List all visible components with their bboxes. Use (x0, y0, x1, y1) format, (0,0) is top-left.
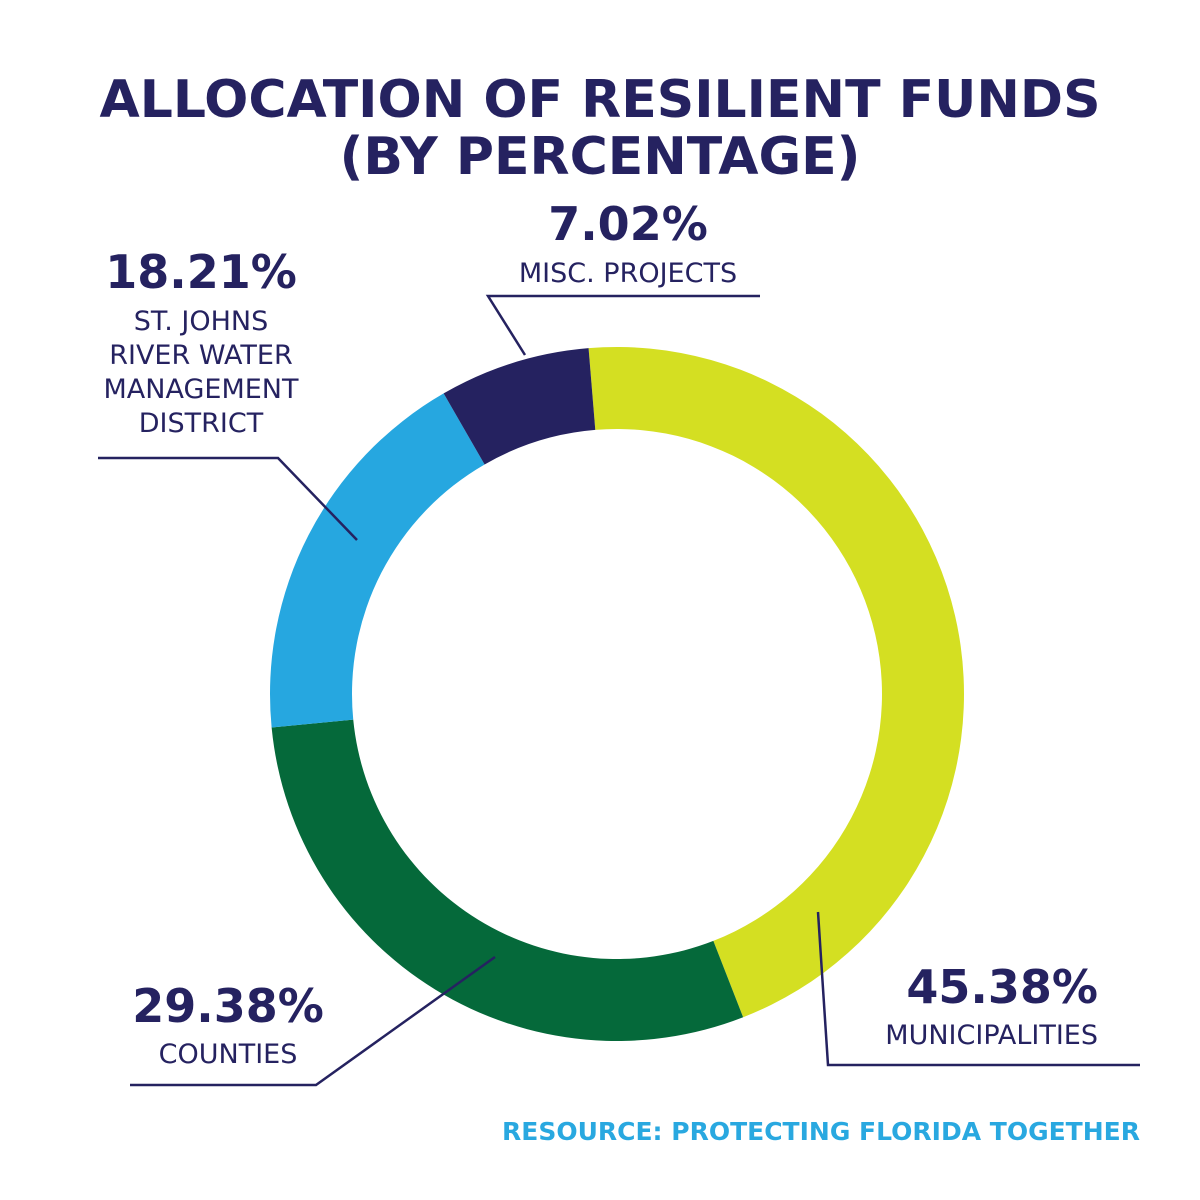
chart-title-line-1: ALLOCATION OF RESILIENT FUNDS (99, 70, 1100, 130)
donut-slice-2 (269, 393, 485, 728)
chart-title-line-2: (BY PERCENTAGE) (340, 127, 861, 187)
slice-name-label-2-line-0: ST. JOHNS (134, 306, 268, 337)
slice-name-label-2-line-3: DISTRICT (139, 408, 264, 439)
slice-name-label-2-line-2: MANAGEMENT (104, 374, 299, 405)
donut-slice-1 (271, 719, 744, 1041)
slice-name-label-1-line-0: COUNTIES (159, 1039, 298, 1070)
leader-line-0 (816, 911, 1140, 1067)
source-label: RESOURCE: PROTECTING FLORIDA TOGETHER (502, 1117, 1140, 1146)
slice-value-label-0: 45.38% (906, 960, 1098, 1014)
text-layer: ALLOCATION OF RESILIENT FUNDS (BY PERCEN… (99, 70, 1140, 1146)
donut-slice-3 (443, 348, 596, 465)
slice-name-label-0-line-0: MUNICIPALITIES (885, 1020, 1098, 1051)
donut-slice-0 (588, 347, 964, 1018)
slice-value-label-1: 29.38% (132, 979, 324, 1033)
slice-name-label-2-line-1: RIVER WATER (109, 340, 293, 371)
slice-value-label-3: 7.02% (548, 197, 708, 251)
leader-line-1 (130, 955, 496, 1087)
slice-name-label-3-line-0: MISC. PROJECTS (519, 258, 737, 289)
slices-layer (269, 347, 964, 1041)
slice-value-label-2: 18.21% (105, 245, 297, 299)
leader-line-2 (98, 456, 358, 541)
leader-line-3 (485, 294, 760, 356)
leader-lines-layer (98, 294, 1140, 1087)
